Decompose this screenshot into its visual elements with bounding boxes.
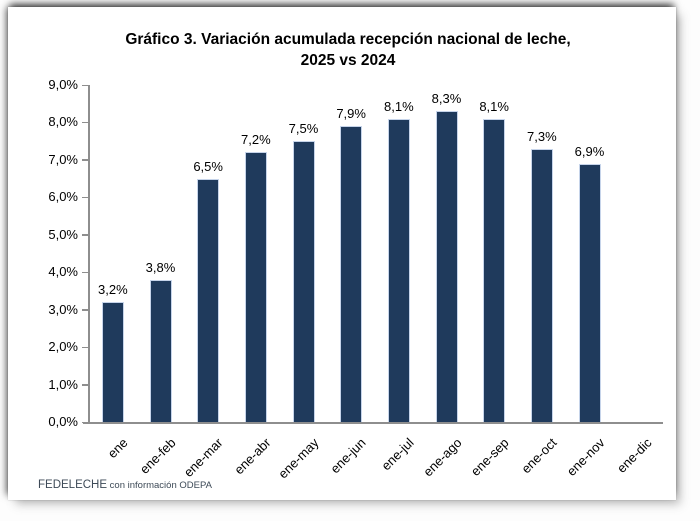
plot-area: 0,0% 1,0% 2,0% 3,0% 4,0% 5,0% 6,0% 7,0% 8,0% 9,0%… bbox=[48, 77, 663, 481]
y-axis-tick-label: 2,0% bbox=[48, 339, 78, 355]
bar bbox=[244, 152, 267, 422]
bar-value-label: 7,2% bbox=[241, 132, 271, 148]
y-axis-tick bbox=[82, 309, 88, 311]
y-axis-tick bbox=[82, 271, 88, 274]
y-axis-tick-label: 1,0% bbox=[48, 376, 78, 392]
y-axis-tick-label: 7,0% bbox=[48, 151, 78, 167]
bar-value-label: 8,1% bbox=[479, 98, 509, 114]
y-axis-tick bbox=[82, 346, 88, 349]
bar bbox=[292, 141, 315, 422]
bar-value-label: 8,3% bbox=[431, 91, 462, 107]
chart-card: Gráfico 3. Variación acumulada recepción… bbox=[8, 7, 676, 500]
y-axis-line bbox=[88, 85, 90, 424]
bar bbox=[149, 279, 172, 422]
bar bbox=[483, 118, 506, 422]
bar bbox=[387, 118, 410, 422]
bar-value-label: 6,5% bbox=[193, 158, 223, 174]
y-axis-tick-label: 4,0% bbox=[48, 264, 78, 280]
y-axis-tick-label: 6,0% bbox=[48, 189, 78, 205]
bar bbox=[435, 111, 458, 422]
y-axis-tick-label: 9,0% bbox=[48, 77, 78, 92]
y-axis-tick-label: 5,0% bbox=[48, 226, 78, 242]
y-axis-tick bbox=[82, 234, 88, 236]
source-note: FEDELECHE con información ODEPA bbox=[38, 475, 212, 493]
bar-value-label: 7,9% bbox=[336, 106, 366, 122]
y-axis-tick bbox=[82, 84, 88, 86]
bar bbox=[578, 163, 601, 422]
y-axis-tick-label: 8,0% bbox=[48, 114, 78, 130]
bar bbox=[101, 302, 124, 422]
chart-title-line2: 2025 vs 2024 bbox=[300, 52, 396, 69]
source-org: FEDELECHE bbox=[38, 479, 108, 491]
y-axis-tick-label: 3,0% bbox=[48, 301, 78, 317]
bar bbox=[340, 126, 363, 422]
chart-title: Gráfico 3. Variación acumulada recepción… bbox=[48, 29, 648, 71]
bar bbox=[197, 178, 220, 422]
bar-value-label: 3,8% bbox=[145, 259, 176, 275]
bar bbox=[530, 148, 553, 422]
y-axis-tick bbox=[82, 384, 88, 386]
y-axis-tick bbox=[82, 421, 88, 423]
bar-value-label: 6,9% bbox=[574, 143, 605, 159]
y-axis-tick-label: 0,0% bbox=[48, 414, 78, 429]
x-axis-line bbox=[83, 422, 663, 424]
bar-value-label: 7,3% bbox=[527, 128, 557, 144]
chart-title-line1: Gráfico 3. Variación acumulada recepción… bbox=[125, 31, 571, 48]
bar-value-label: 7,5% bbox=[288, 121, 319, 137]
bar-value-label: 3,2% bbox=[98, 282, 128, 298]
y-axis-tick bbox=[82, 121, 88, 124]
bar-value-label: 8,1% bbox=[384, 98, 414, 114]
y-axis-tick bbox=[82, 159, 88, 161]
source-text: con información ODEPA bbox=[107, 480, 212, 491]
y-axis-tick bbox=[82, 196, 88, 199]
